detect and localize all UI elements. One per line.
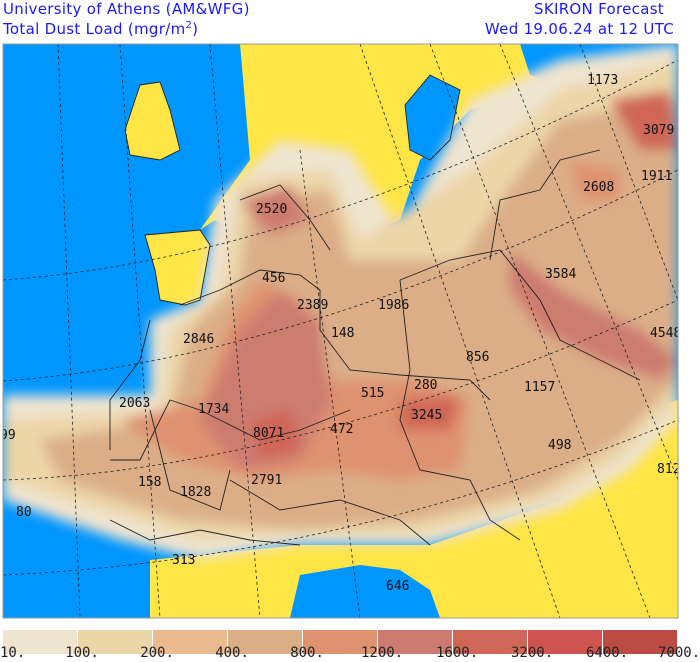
africa-south-land — [150, 400, 678, 618]
model-title: SKIRON Forecast — [534, 0, 664, 18]
value-label: 2846 — [183, 332, 214, 347]
legend-tick-label: 3200. — [511, 645, 554, 661]
value-label: 1173 — [587, 73, 618, 88]
legend-swatch — [453, 630, 528, 654]
legend-tick-label: 1600. — [436, 645, 479, 661]
value-label: 148 — [331, 326, 354, 341]
value-label: 1986 — [378, 298, 409, 313]
map-frame — [2, 43, 679, 619]
country-borders — [109, 74, 641, 546]
value-label: 80 — [16, 505, 32, 520]
value-label: 472 — [330, 422, 353, 437]
value-label: 2608 — [583, 180, 614, 195]
value-label: 280 — [414, 378, 437, 393]
value-label: 515 — [361, 386, 384, 401]
black-sea — [405, 75, 460, 160]
value-label: 2520 — [256, 202, 287, 217]
value-label: 1911 — [641, 169, 672, 184]
value-label: 3245 — [411, 408, 442, 423]
field-title: Total Dust Load (mgr/m2) — [3, 20, 198, 38]
value-label: 646 — [386, 579, 409, 594]
field-name: Total Dust Load (mgr/m — [3, 20, 186, 38]
value-label: 99 — [0, 428, 16, 443]
dust-layer-1600-chad — [400, 395, 460, 430]
value-label: 2389 — [297, 298, 328, 313]
value-label: 812 — [657, 462, 680, 477]
value-label: 3079 — [643, 123, 674, 138]
legend-tick-label: 800. — [290, 645, 324, 661]
legend-swatch — [603, 630, 678, 654]
field-close: ) — [192, 20, 199, 38]
value-label: 2063 — [119, 396, 150, 411]
legend-swatch — [228, 630, 303, 654]
legend-tick-label: 10. — [0, 645, 26, 661]
valid-time: Wed 19.06.24 at 12 UTC — [484, 20, 674, 38]
dust-layer-1600-east — [610, 90, 678, 150]
field-unit-exponent: 2 — [185, 20, 193, 31]
dust-layer-1200-arabia — [570, 160, 620, 200]
legend-swatch — [378, 630, 453, 654]
color-legend — [3, 630, 678, 654]
value-label: 2791 — [251, 473, 282, 488]
legend-swatch — [303, 630, 378, 654]
britain-land — [125, 82, 180, 160]
value-labels: 1173 3079 2608 1911 2520 3584 456 2389 1… — [0, 73, 681, 594]
value-label: 1828 — [180, 485, 211, 500]
value-label: 8071 — [253, 426, 284, 441]
legend-swatch — [78, 630, 153, 654]
institution-title: University of Athens (AM&WFG) — [3, 0, 250, 18]
legend-swatch — [3, 630, 78, 654]
value-label: 1734 — [198, 402, 229, 417]
dust-layer-1200-north — [240, 185, 310, 235]
value-label: 456 — [262, 271, 285, 286]
value-label: 856 — [466, 350, 489, 365]
legend-tick-label: 200. — [140, 645, 174, 661]
dust-layer-1200-west — [200, 290, 330, 470]
value-label: 3584 — [545, 267, 576, 282]
value-label: 1157 — [524, 380, 555, 395]
value-label: 313 — [172, 553, 195, 568]
legend-swatch — [528, 630, 603, 654]
legend-tick-label: 1200. — [361, 645, 404, 661]
legend-tick-label: 7000. — [658, 645, 700, 661]
iberia-land — [145, 230, 210, 305]
value-label: 4548 — [650, 326, 681, 341]
legend-tick-label: 100. — [65, 645, 99, 661]
legend-tick-label: 6400. — [586, 645, 629, 661]
dust-layer-1600-sahara — [250, 410, 300, 460]
gulf-of-guinea — [290, 565, 440, 618]
value-label: 158 — [138, 475, 161, 490]
legend-swatch — [153, 630, 228, 654]
legend-tick-label: 400. — [215, 645, 249, 661]
dust-layer-1200-mideast — [510, 250, 678, 380]
value-label: 498 — [548, 438, 571, 453]
